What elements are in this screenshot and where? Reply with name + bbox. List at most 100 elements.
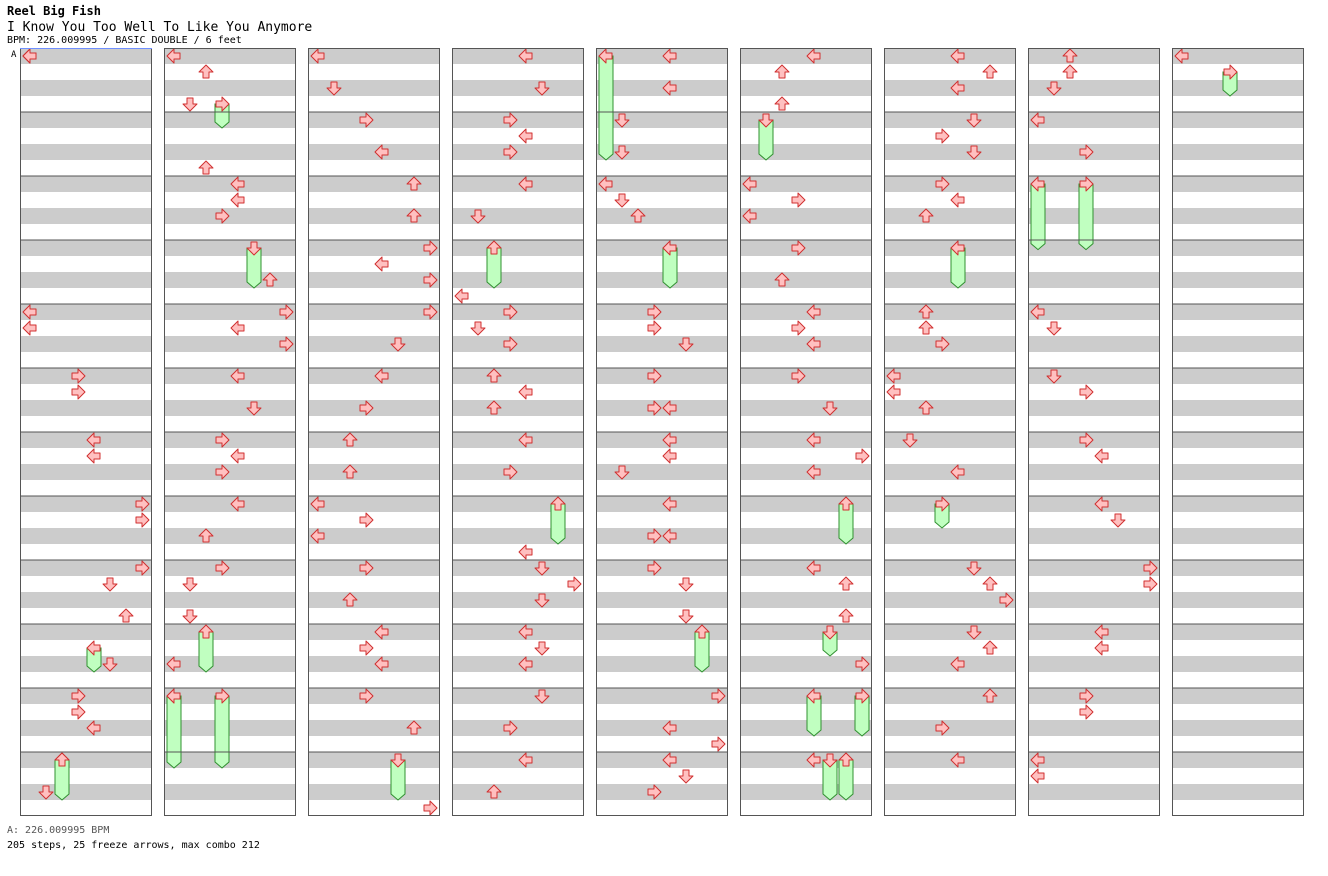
step-arrow-left	[86, 432, 101, 448]
step-stats: 205 steps, 25 freeze arrows, max combo 2…	[7, 840, 260, 851]
step-arrow-down	[102, 577, 118, 592]
step-arrow-up	[1062, 48, 1078, 63]
step-arrow-right	[1079, 384, 1094, 400]
step-arrow-left	[230, 320, 245, 336]
step-arrow-left	[166, 48, 181, 64]
freeze-arrow	[822, 625, 838, 657]
step-arrow-right	[423, 240, 438, 256]
step-arrow-right	[791, 320, 806, 336]
step-arrow-down	[614, 193, 630, 208]
freeze-arrow	[838, 496, 854, 545]
step-arrow-down	[470, 321, 486, 336]
step-arrow-up	[342, 432, 358, 447]
step-arrow-up	[54, 752, 70, 767]
step-arrow-left	[374, 256, 389, 272]
step-arrow-up	[406, 176, 422, 191]
step-arrow-left	[86, 640, 101, 656]
step-arrow-left	[806, 560, 821, 576]
step-arrow-right	[503, 304, 518, 320]
step-arrow-right	[935, 720, 950, 736]
step-arrow-left	[166, 688, 181, 704]
step-arrow-left	[518, 176, 533, 192]
step-arrow-down	[534, 689, 550, 704]
step-arrow-left	[886, 368, 901, 384]
freeze-arrow	[390, 753, 406, 801]
step-arrow-left	[230, 176, 245, 192]
step-arrow-up	[982, 576, 998, 591]
step-arrow-left	[166, 656, 181, 672]
step-arrow-right	[71, 384, 86, 400]
step-arrow-right	[647, 320, 662, 336]
step-arrow-up	[982, 64, 998, 79]
step-arrow-down	[326, 81, 342, 96]
column-border	[596, 48, 728, 816]
step-arrow-down	[534, 641, 550, 656]
step-arrow-left	[310, 528, 325, 544]
step-arrow-left	[518, 752, 533, 768]
step-arrow-left	[86, 448, 101, 464]
step-arrow-down	[966, 113, 982, 128]
step-arrow-up	[774, 96, 790, 111]
step-arrow-right	[1079, 176, 1094, 192]
freeze-arrow	[1078, 176, 1094, 251]
step-arrow-right	[359, 560, 374, 576]
step-arrow-down	[38, 785, 54, 800]
step-arrow-down	[534, 561, 550, 576]
freeze-arrow	[822, 753, 838, 801]
step-arrow-left	[1174, 48, 1189, 64]
step-arrow-down	[758, 113, 774, 128]
step-arrow-up	[406, 720, 422, 735]
step-arrow-up	[198, 624, 214, 639]
step-arrow-left	[598, 48, 613, 64]
step-arrow-down	[1046, 321, 1062, 336]
step-arrow-right	[279, 304, 294, 320]
step-arrow-up	[198, 528, 214, 543]
step-arrow-left	[518, 624, 533, 640]
freeze-arrow	[1030, 176, 1046, 251]
freeze-arrow	[662, 240, 678, 289]
column-border	[164, 48, 296, 816]
step-arrow-right	[503, 144, 518, 160]
step-arrow-right	[215, 464, 230, 480]
step-arrow-left	[1030, 112, 1045, 128]
step-arrow-down	[182, 97, 198, 112]
step-arrow-right	[647, 784, 662, 800]
step-arrow-right	[215, 560, 230, 576]
step-arrow-left	[454, 288, 469, 304]
step-arrow-right	[935, 336, 950, 352]
step-arrow-right	[503, 464, 518, 480]
step-arrow-down	[966, 625, 982, 640]
step-arrow-right	[999, 592, 1014, 608]
step-arrow-down	[1110, 513, 1126, 528]
step-arrow-down	[678, 577, 694, 592]
step-arrow-up	[838, 576, 854, 591]
step-arrow-left	[230, 368, 245, 384]
step-arrow-down	[390, 753, 406, 768]
step-arrow-up	[918, 304, 934, 319]
step-arrow-right	[215, 96, 230, 112]
step-arrow-down	[1046, 369, 1062, 384]
freeze-arrow	[214, 688, 230, 769]
step-arrow-down	[902, 433, 918, 448]
step-arrow-left	[950, 656, 965, 672]
step-arrow-left	[22, 48, 37, 64]
step-arrow-up	[1062, 64, 1078, 79]
step-arrow-up	[342, 592, 358, 607]
step-arrow-left	[662, 752, 677, 768]
step-arrow-right	[135, 496, 150, 512]
step-arrow-up	[918, 400, 934, 415]
step-arrow-up	[918, 208, 934, 223]
step-arrow-left	[374, 144, 389, 160]
step-arrow-right	[791, 192, 806, 208]
step-arrow-right	[1143, 560, 1158, 576]
step-arrow-left	[806, 464, 821, 480]
song-artist: Reel Big Fish	[7, 4, 101, 18]
step-arrow-left	[1030, 304, 1045, 320]
bpm-marker-label: A	[11, 50, 17, 60]
step-arrow-up	[838, 496, 854, 511]
step-arrow-down	[534, 593, 550, 608]
step-arrow-down	[822, 753, 838, 768]
step-arrow-left	[22, 304, 37, 320]
step-arrow-up	[342, 464, 358, 479]
step-arrow-right	[647, 368, 662, 384]
